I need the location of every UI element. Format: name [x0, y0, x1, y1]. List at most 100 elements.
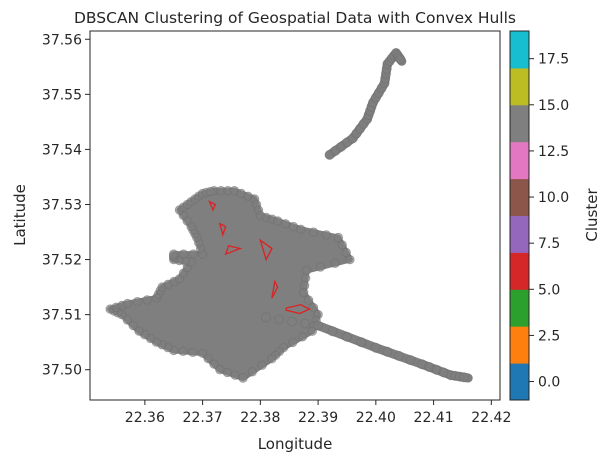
colorbar-segment [510, 67, 529, 106]
data-point [393, 350, 404, 361]
colorbar-segment [510, 178, 529, 216]
data-point [315, 262, 326, 272]
x-tick-label: 22.37 [183, 410, 223, 426]
data-point [274, 314, 285, 325]
convex-hull-4 [224, 244, 243, 256]
data-point [122, 298, 133, 309]
data-point [321, 230, 331, 240]
colorbar-tick-label: 15.0 [538, 98, 569, 114]
colorbar-tick-label: 10.0 [538, 190, 569, 206]
data-point [267, 354, 277, 364]
convex-hull-6 [271, 279, 279, 299]
colorbar-segment [510, 326, 529, 364]
data-point [342, 331, 352, 342]
data-point [188, 249, 199, 259]
colorbar-segment [510, 215, 529, 253]
data-point [178, 249, 189, 259]
colorbar-segment [510, 31, 529, 69]
x-tick-label: 22.36 [125, 410, 165, 426]
x-tick-label: 22.40 [356, 410, 396, 426]
colorbar-segment [510, 252, 529, 290]
data-point [178, 346, 188, 356]
data-point [297, 332, 308, 342]
colorbar-tick-label: 5.0 [538, 282, 560, 298]
main-cluster-points [107, 187, 353, 381]
data-point [128, 320, 138, 331]
scatter-points [105, 48, 469, 383]
data-point [330, 258, 340, 268]
data-point [337, 240, 347, 250]
convex-hull-1 [285, 303, 312, 315]
y-tick-label: 37.52 [42, 253, 82, 269]
colorbar-segment [510, 363, 529, 401]
data-point [288, 337, 298, 348]
data-point [345, 254, 355, 265]
data-point [395, 54, 406, 65]
data-point [370, 342, 381, 353]
x-tick-label: 22.41 [414, 410, 454, 426]
convex-hull-2 [208, 200, 217, 212]
data-point [382, 346, 393, 357]
data-point [257, 360, 267, 370]
y-tick-label: 37.51 [42, 308, 82, 324]
data-point [405, 355, 416, 366]
x-axis-label: Longitude [258, 435, 333, 453]
data-point [205, 186, 216, 197]
data-point [280, 219, 291, 229]
convex-hull-3 [218, 222, 227, 238]
data-point [341, 247, 351, 258]
y-tick-label: 37.53 [42, 197, 82, 213]
plot-frame [89, 30, 501, 401]
data-point [313, 320, 324, 331]
colorbar-frame [509, 30, 530, 401]
x-axis: 22.36 22.37 22.38 22.39 22.40 22.41 22.42 [125, 400, 511, 426]
chart-title: DBSCAN Clustering of Geospatial Data wit… [74, 9, 516, 27]
y-tick-label: 37.56 [42, 32, 82, 48]
data-point [134, 326, 144, 336]
plot-data [105, 48, 473, 383]
x-tick-label: 22.42 [471, 410, 511, 426]
data-point [299, 287, 309, 298]
colorbar-tick-label: 2.5 [538, 328, 560, 344]
data-point [273, 216, 283, 226]
y-axis: 37.50 37.51 37.52 37.53 37.54 37.55 37.56 [42, 32, 90, 379]
y-tick-label: 37.55 [42, 87, 82, 103]
data-point [238, 373, 248, 383]
colorbar-tick-label: 12.5 [538, 144, 569, 160]
data-point [296, 224, 306, 235]
data-point [308, 302, 319, 313]
x-tick-label: 22.38 [240, 410, 280, 426]
data-point [303, 295, 314, 305]
y-axis-label: Latitude [11, 184, 29, 246]
data-point [308, 227, 319, 237]
data-point [356, 337, 367, 348]
data-point [333, 232, 343, 243]
data-point [209, 359, 219, 369]
x-tick-label: 22.39 [298, 410, 338, 426]
data-point [247, 367, 258, 377]
colorbar-tick-label: 0.0 [538, 375, 560, 391]
data-point [327, 326, 338, 337]
data-point [197, 348, 208, 358]
colorbar-tick-label: 17.5 [538, 52, 569, 68]
colorbar-segment [510, 104, 529, 143]
colorbar: 0.0 2.5 5.0 7.5 10.0 12.5 15.0 17.5 [509, 30, 569, 401]
convex-hull-5 [259, 238, 273, 262]
data-point [307, 326, 317, 336]
y-tick-label: 37.50 [42, 363, 82, 379]
data-point [215, 365, 225, 375]
data-point [169, 249, 179, 259]
data-point [261, 312, 272, 323]
data-point [142, 295, 152, 305]
y-tick-label: 37.54 [42, 142, 82, 158]
data-point [132, 297, 143, 307]
data-point [458, 372, 469, 383]
data-point [230, 370, 240, 380]
colorbar-tick-label: 7.5 [538, 236, 560, 252]
data-point [188, 347, 198, 357]
colorbar-segment [510, 141, 529, 180]
data-point [300, 318, 311, 329]
colorbar-segment [510, 289, 529, 327]
colorbar-label: Cluster [583, 188, 601, 242]
